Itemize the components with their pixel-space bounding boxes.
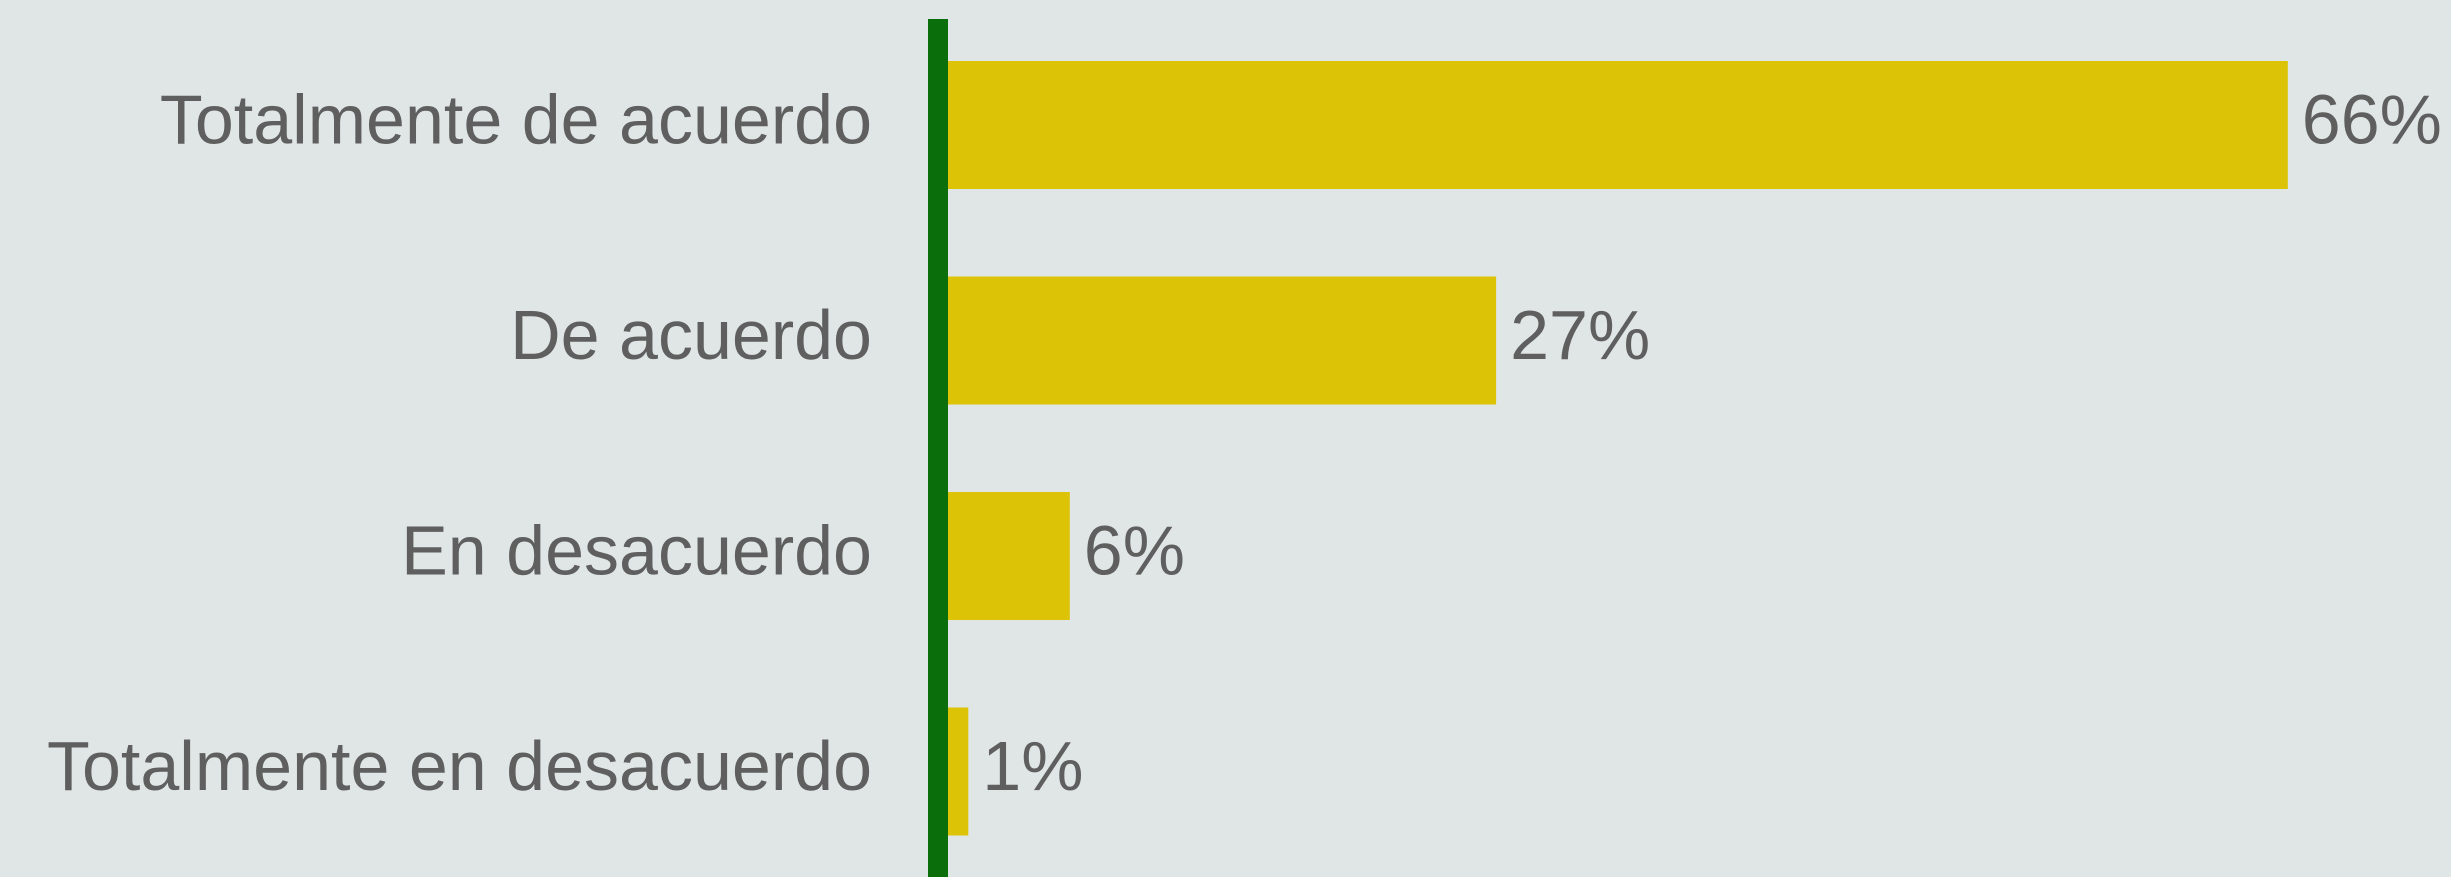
bar [948, 708, 968, 836]
axis-line [928, 19, 948, 877]
category-label: Totalmente de acuerdo [160, 80, 872, 158]
category-label: Totalmente en desacuerdo [47, 727, 872, 805]
page: {"chart_data": {"type": "bar", "orientat… [0, 0, 2451, 877]
bar [948, 61, 2288, 189]
value-label: 66% [2302, 80, 2442, 158]
chart: Totalmente de acuerdo 66% De acuerdo 27% En … [0, 0, 2451, 877]
category-label: En desacuerdo [401, 511, 872, 589]
category-label: De acuerdo [510, 296, 872, 374]
value-label: 1% [982, 727, 1083, 805]
bar [948, 277, 1496, 405]
value-label: 6% [1084, 511, 1185, 589]
value-label: 27% [1510, 296, 1650, 374]
bar [948, 492, 1070, 620]
